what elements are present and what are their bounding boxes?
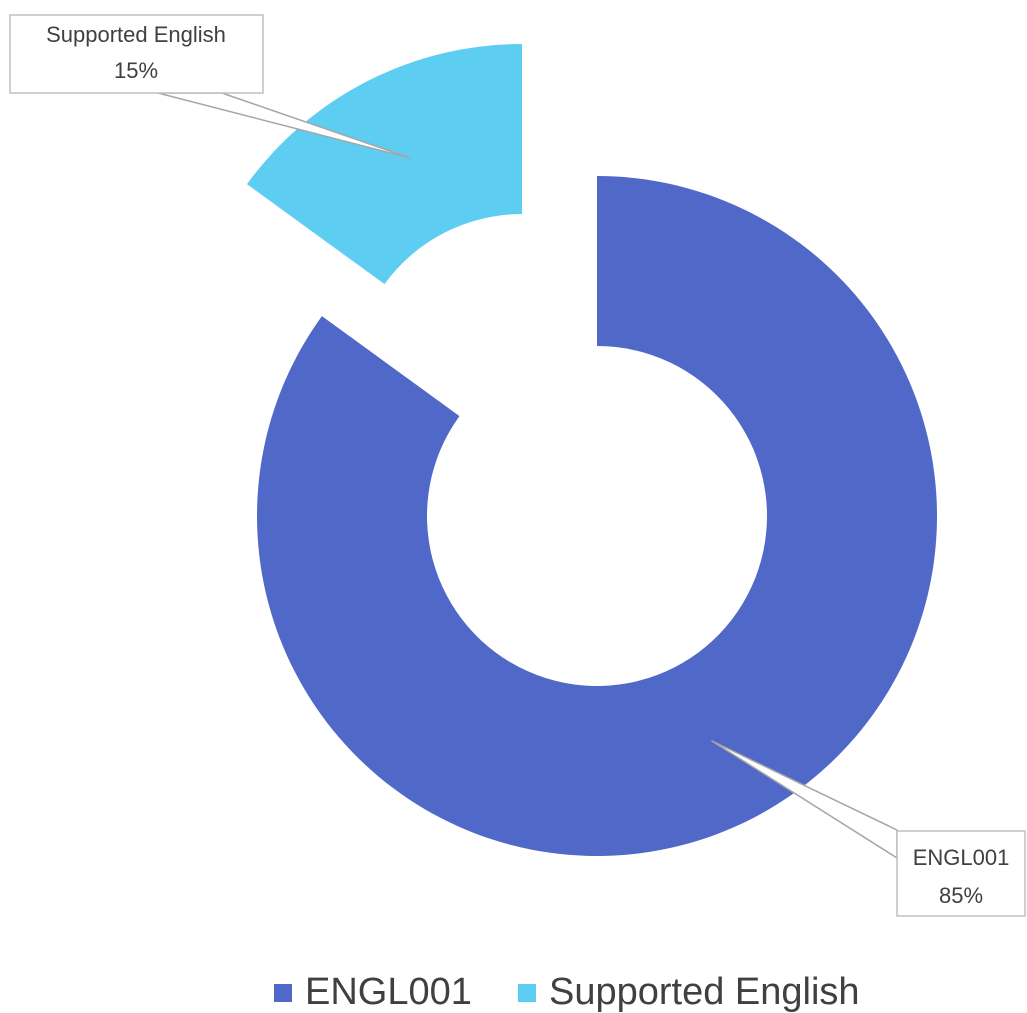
legend-swatch-engl001 [274, 984, 292, 1002]
legend-label-engl001: ENGL001 [305, 971, 472, 1013]
donut-slices [246, 44, 938, 856]
callout-box-supported-english [9, 14, 264, 94]
callout-box-engl001 [896, 830, 1026, 917]
callout-value-supported-english: 15% [114, 58, 158, 83]
legend-label-supported-english: Supported English [549, 971, 860, 1013]
callout-label-supported-english: Supported English [46, 22, 226, 47]
legend: ENGL001 Supported English [274, 971, 860, 1013]
slice-supported-english [246, 44, 523, 285]
callout-supported-english: Supported English 15% [9, 14, 411, 159]
callout-value-engl001: 85% [939, 883, 983, 908]
callout-engl001: ENGL001 85% [711, 740, 1026, 917]
legend-swatch-supported-english [518, 984, 536, 1002]
callout-label-engl001: ENGL001 [913, 845, 1010, 870]
slice-engl001 [257, 176, 938, 856]
